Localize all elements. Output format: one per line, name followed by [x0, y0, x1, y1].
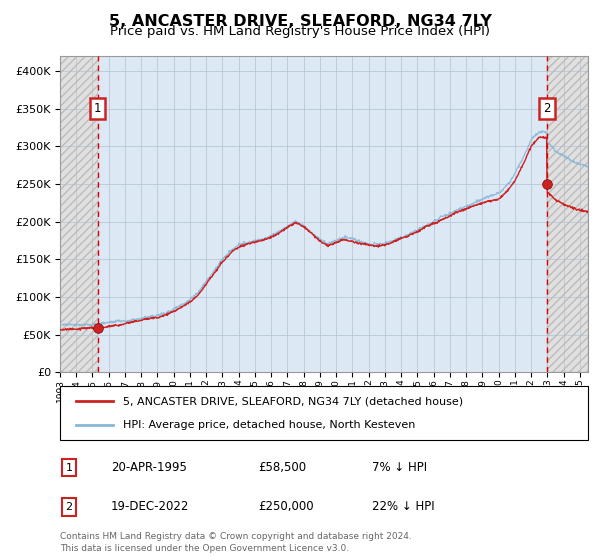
Text: Price paid vs. HM Land Registry's House Price Index (HPI): Price paid vs. HM Land Registry's House … — [110, 25, 490, 38]
Text: 5, ANCASTER DRIVE, SLEAFORD, NG34 7LY: 5, ANCASTER DRIVE, SLEAFORD, NG34 7LY — [109, 14, 491, 29]
Bar — [60, 56, 98, 372]
Bar — [98, 56, 547, 372]
Text: Contains HM Land Registry data © Crown copyright and database right 2024.
This d: Contains HM Land Registry data © Crown c… — [60, 533, 412, 553]
FancyBboxPatch shape — [60, 386, 588, 440]
Text: 5, ANCASTER DRIVE, SLEAFORD, NG34 7LY (detached house): 5, ANCASTER DRIVE, SLEAFORD, NG34 7LY (d… — [124, 396, 463, 407]
Text: 19-DEC-2022: 19-DEC-2022 — [111, 500, 190, 514]
Text: 7% ↓ HPI: 7% ↓ HPI — [372, 461, 427, 474]
Text: 22% ↓ HPI: 22% ↓ HPI — [372, 500, 434, 514]
Text: £58,500: £58,500 — [258, 461, 306, 474]
Text: HPI: Average price, detached house, North Kesteven: HPI: Average price, detached house, Nort… — [124, 419, 416, 430]
Bar — [547, 56, 588, 372]
Text: 2: 2 — [65, 502, 73, 512]
Text: 1: 1 — [65, 463, 73, 473]
Bar — [547, 56, 588, 372]
Text: 2: 2 — [543, 102, 550, 115]
Bar — [60, 56, 98, 372]
Text: £250,000: £250,000 — [258, 500, 314, 514]
Text: 1: 1 — [94, 102, 101, 115]
Text: 20-APR-1995: 20-APR-1995 — [111, 461, 187, 474]
